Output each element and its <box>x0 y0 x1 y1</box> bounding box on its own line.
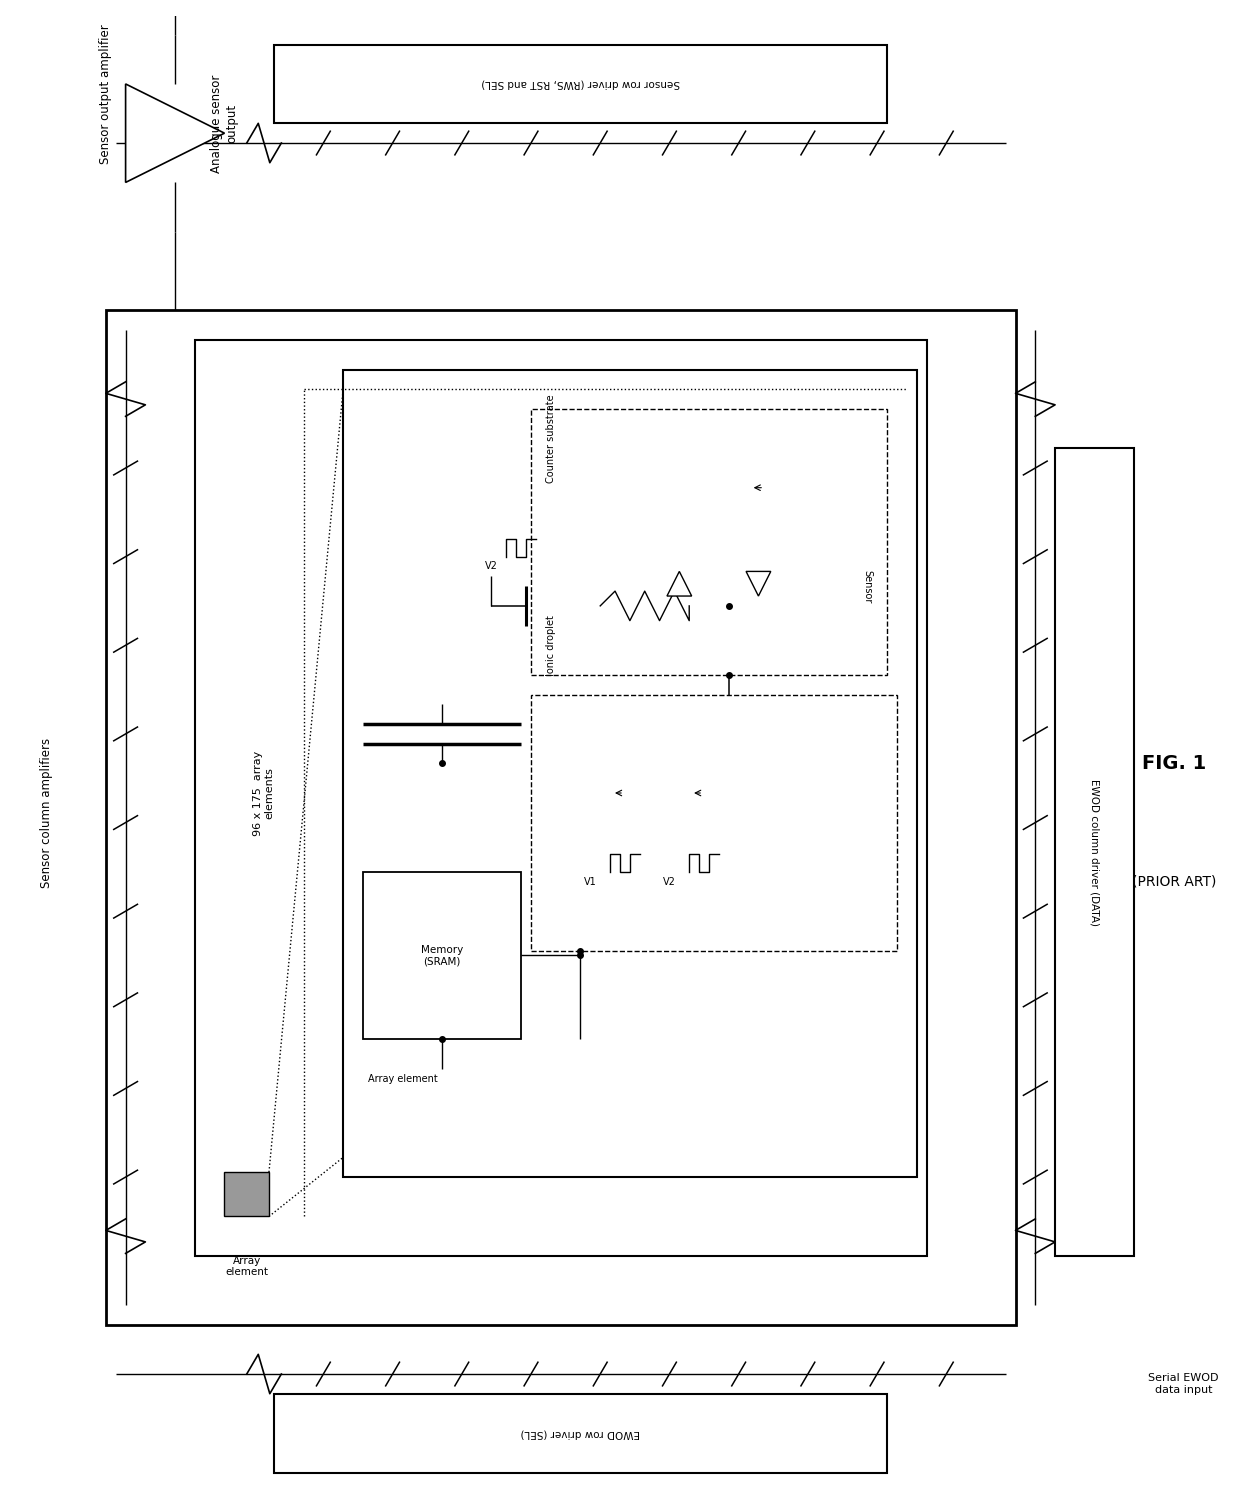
Bar <box>343 370 916 1177</box>
Text: Analogue sensor
output: Analogue sensor output <box>211 74 238 172</box>
Bar <box>1055 448 1135 1255</box>
Bar <box>105 311 1016 1325</box>
Text: Serial EWOD
data input: Serial EWOD data input <box>1148 1373 1219 1394</box>
Bar <box>224 1172 269 1216</box>
Bar <box>195 340 926 1255</box>
Text: Sensor output amplifier: Sensor output amplifier <box>99 24 113 163</box>
Text: Array
element: Array element <box>226 1255 268 1278</box>
Text: FIG. 1: FIG. 1 <box>1142 754 1205 773</box>
Text: Memory
(SRAM): Memory (SRAM) <box>420 945 464 966</box>
Text: Array element: Array element <box>367 1073 438 1083</box>
Polygon shape <box>667 572 692 596</box>
Polygon shape <box>125 85 224 183</box>
Text: EWOD column driver (DATA): EWOD column driver (DATA) <box>1090 779 1100 925</box>
Text: Ionic droplet: Ionic droplet <box>546 614 556 676</box>
Text: Sensor row driver (RWS, RST and SEL): Sensor row driver (RWS, RST and SEL) <box>481 78 680 89</box>
Text: (PRIOR ART): (PRIOR ART) <box>1132 875 1216 889</box>
Text: Sensor column amplifiers: Sensor column amplifiers <box>40 738 53 887</box>
Bar <box>363 872 521 1040</box>
Polygon shape <box>746 572 771 596</box>
Bar <box>274 1394 887 1473</box>
Text: Counter substrate: Counter substrate <box>546 394 556 483</box>
Text: EWOD row driver (SEL): EWOD row driver (SEL) <box>521 1428 640 1438</box>
Text: 96 x 175  array
elements: 96 x 175 array elements <box>253 750 275 836</box>
Bar <box>274 45 887 124</box>
Text: V2: V2 <box>485 561 498 572</box>
Bar <box>531 409 887 675</box>
Bar <box>531 694 897 951</box>
Text: V1: V1 <box>584 877 596 887</box>
Text: Sensor: Sensor <box>862 569 872 604</box>
Text: V2: V2 <box>663 877 676 887</box>
